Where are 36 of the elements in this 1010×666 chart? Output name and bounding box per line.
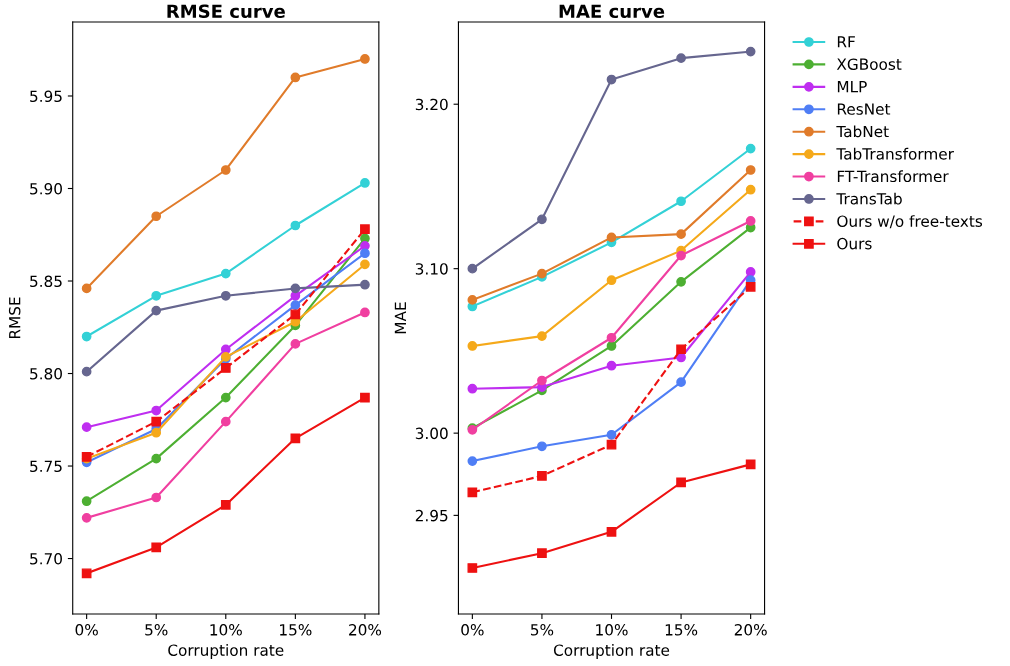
legend-label: RF [837,36,855,48]
y-tick-label: 5.85 [30,275,62,288]
y-axis-title: MAE [394,302,406,334]
y-tick-label: 5.70 [30,553,62,565]
x-tick-label: 0% [75,624,98,636]
x-tick-label: 0% [461,624,484,636]
x-tick-label: 20% [349,624,382,636]
x-tick-label: 10% [596,624,628,636]
y-tick-label: 5.90 [30,182,62,195]
x-axis-title: Corruption rate [168,644,284,659]
chart-title: MAE curve [559,4,665,19]
y-tick-label: 3.00 [415,427,448,440]
y-tick-label: 2.95 [415,509,448,522]
y-tick-label: 3.10 [415,263,448,275]
legend-label: TransTab [836,192,902,205]
legend-label: TabNet [836,125,889,138]
legend-label: Ours w/o free-texts [837,215,983,229]
x-tick-label: 15% [280,624,312,636]
x-tick-label: 5% [145,624,168,636]
y-tick-label: 5.80 [30,367,62,380]
x-tick-label: 10% [210,624,242,636]
x-tick-label: 5% [530,624,554,636]
legend-label: MLP [837,81,867,93]
y-tick-label: 5.95 [30,90,62,103]
chart-title: RMSE curve [167,4,285,19]
x-axis-title: Corruption rate [553,644,670,659]
x-tick-label: 15% [665,624,698,636]
y-axis-title: RMSE [8,297,21,339]
legend-label: Ours [837,237,872,250]
x-tick-label: 20% [734,624,767,636]
y-tick-label: 3.20 [415,98,448,111]
legend-label: ResNet [837,103,891,115]
legend-label: TabTransformer [836,147,954,160]
legend-label: FT-Transformer [837,170,949,183]
legend-label: XGBoost [836,58,902,70]
y-tick-label: 5.75 [30,460,62,473]
